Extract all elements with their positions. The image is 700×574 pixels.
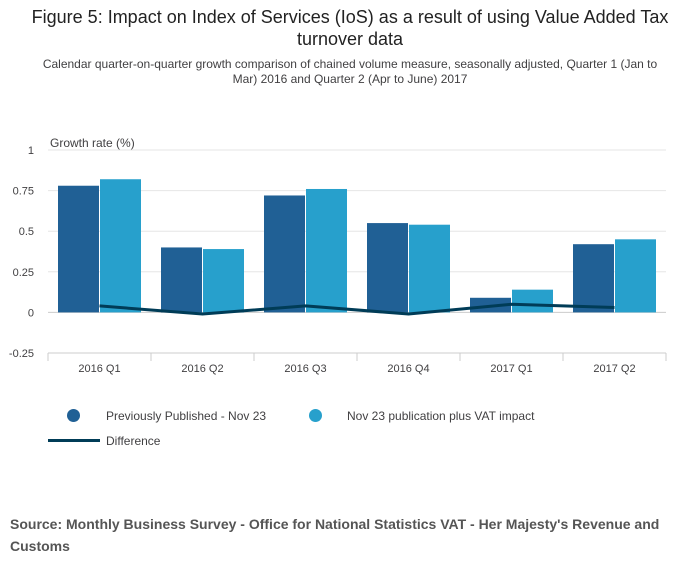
bar-previously-published <box>58 185 99 313</box>
y-tick-label: -0.25 <box>9 348 34 360</box>
bar-previously-published <box>367 223 408 313</box>
bars <box>58 179 656 313</box>
x-tick-label: 2017 Q1 <box>490 363 532 375</box>
bar-previously-published <box>573 244 614 313</box>
bar-chart: -0.25 0 0.25 0.5 0.75 1 2016 Q1 2016 Q2 2016 Q3 2… <box>9 136 667 375</box>
legend-swatch-difference <box>48 439 100 442</box>
legend-label-difference: Difference <box>106 434 161 448</box>
x-tick-label: 2016 Q3 <box>284 363 326 375</box>
legend-swatch-previously-published <box>67 409 80 422</box>
bar-vat-impact <box>409 224 450 313</box>
bar-vat-impact <box>615 239 656 313</box>
y-tick-label: 0.75 <box>13 186 34 198</box>
difference-line <box>99 302 615 316</box>
bar-previously-published <box>264 195 305 313</box>
axes: -0.25 0 0.25 0.5 0.75 1 2016 Q1 2016 Q2 2016 Q3 2… <box>9 145 667 375</box>
difference-line-layer <box>99 302 615 316</box>
source-note: Source: Monthly Business Survey - Office… <box>10 516 660 554</box>
chart-subtitle: Calendar quarter-on-quarter growth compa… <box>42 57 658 86</box>
y-tick-label: 0.5 <box>19 226 34 238</box>
y-axis-label: Growth rate (%) <box>50 136 135 150</box>
gridlines <box>48 149 666 313</box>
x-tick-label: 2016 Q1 <box>78 363 120 375</box>
legend-swatch-vat-impact <box>309 409 322 422</box>
x-tick-label: 2016 Q2 <box>181 363 223 375</box>
bar-vat-impact <box>203 249 244 313</box>
y-tick-label: 0.25 <box>13 267 34 279</box>
bar-vat-impact <box>306 188 347 313</box>
bar-previously-published <box>161 247 202 313</box>
bar-vat-impact <box>512 289 553 313</box>
y-tick-label: 1 <box>28 145 34 157</box>
chart-title: Figure 5: Impact on Index of Services (I… <box>31 7 669 49</box>
y-tick-label: 0 <box>28 307 34 319</box>
legend-label-previously-published: Previously Published - Nov 23 <box>106 409 267 423</box>
bar-vat-impact <box>100 179 141 313</box>
x-tick-label: 2017 Q2 <box>593 363 635 375</box>
x-tick-label: 2016 Q4 <box>387 363 429 375</box>
legend-label-vat-impact: Nov 23 publication plus VAT impact <box>347 409 535 423</box>
